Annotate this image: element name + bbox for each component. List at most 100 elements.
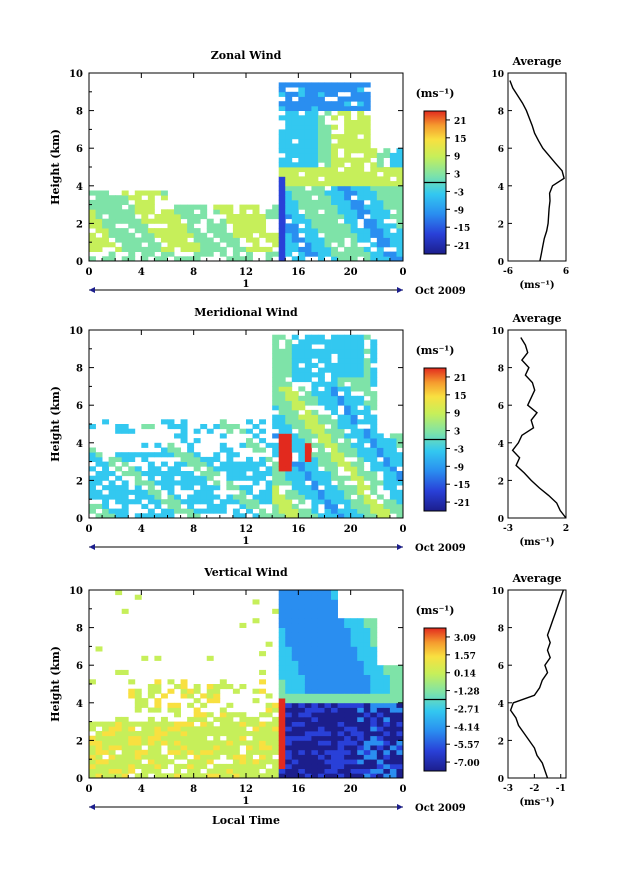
vertical-heatmap-cell — [167, 679, 175, 685]
vertical-heatmap-cell — [304, 608, 312, 614]
meridional-heatmap-cell — [370, 456, 378, 462]
vertical-heatmap-cell — [102, 721, 110, 727]
zonal-heatmap-cell — [357, 96, 365, 102]
vertical-heatmap-cell — [317, 688, 325, 694]
zonal-heatmap-cell — [337, 256, 345, 262]
vertical-heatmap-cell — [344, 618, 352, 624]
meridional-heatmap-cell — [291, 419, 299, 425]
zonal-heatmap-cell — [95, 195, 103, 201]
meridional-heatmap-cell — [363, 414, 371, 420]
meridional-heatmap-cell — [363, 513, 371, 519]
zonal-heatmap-cell — [304, 195, 312, 201]
vertical-heatmap-cell — [344, 768, 352, 774]
vertical-heatmap-cell — [285, 618, 293, 624]
vertical-heatmap-cell — [285, 698, 293, 704]
meridional-heatmap-cell — [337, 381, 345, 387]
vertical-heatmap-cell — [304, 627, 312, 633]
meridional-heatmap-cell — [285, 489, 293, 495]
meridional-heatmap-cell — [396, 508, 404, 514]
meridional-heatmap-cell — [167, 452, 175, 458]
zonal-heatmap-cell — [324, 218, 332, 224]
meridional-heatmap-cell — [344, 405, 352, 411]
zonal-heatmap-cell — [278, 87, 286, 93]
vertical-heatmap-cell — [187, 759, 195, 765]
vertical-average-frame — [507, 589, 567, 779]
zonal-heatmap-cell — [285, 101, 293, 107]
vertical-heatmap-cell — [285, 608, 293, 614]
zonal-heatmap-cell — [108, 195, 116, 201]
meridional-heatmap-cell — [344, 442, 352, 448]
meridional-heatmap-cell — [246, 442, 253, 448]
zonal-heatmap-cell — [317, 124, 325, 130]
meridional-heatmap-cell — [272, 471, 280, 477]
vertical-heatmap-cell — [193, 731, 201, 737]
meridional-heatmap-cell — [291, 362, 299, 368]
meridional-heatmap-cell — [278, 438, 286, 444]
zonal-heatmap-cell — [311, 190, 319, 196]
zonal-heatmap-cell — [337, 204, 345, 210]
meridional-heatmap-cell — [317, 395, 325, 401]
zonal-heatmap-cell — [121, 190, 129, 196]
zonal-heatmap-cell — [304, 176, 312, 182]
meridional-heatmap-cell — [226, 461, 234, 467]
vertical-heatmap-cell — [219, 721, 227, 727]
meridional-heatmap-cell — [324, 466, 332, 472]
zonal-heatmap-cell — [141, 218, 149, 224]
vertical-heatmap-cell — [89, 768, 96, 774]
zonal-heatmap-cell — [331, 157, 338, 163]
meridional-heatmap-cell — [226, 466, 234, 472]
vertical-heatmap-cell — [370, 716, 378, 722]
meridional-heatmap-cell — [272, 381, 280, 387]
zonal-heatmap-cell — [389, 232, 397, 238]
vertical-heatmap-cell — [298, 618, 306, 624]
vertical-heatmap-cell — [147, 745, 155, 751]
vertical-heatmap-cell — [317, 731, 325, 737]
meridional-heatmap-cell — [232, 485, 240, 491]
vertical-heatmap-cell — [160, 773, 168, 779]
zonal-heatmap-cell — [239, 218, 247, 224]
vertical-heatmap-cell — [363, 632, 371, 638]
meridional-heatmap-cell — [383, 442, 391, 448]
zonal-heatmap-cell — [272, 214, 280, 220]
vertical-heatmap-cell — [350, 749, 358, 755]
vertical-heatmap-cell — [304, 637, 312, 643]
vertical-heatmap-cell — [291, 684, 299, 690]
vertical-heatmap-cell — [344, 665, 352, 671]
zonal-heatmap-cell — [102, 256, 110, 262]
vertical-heatmap-cell — [291, 669, 299, 675]
meridional-heatmap-cell — [206, 471, 214, 477]
vertical-heatmap-cell — [278, 773, 286, 779]
zonal-heatmap-cell — [317, 82, 325, 88]
vertical-heatmap-cell — [200, 726, 208, 732]
zonal-heatmap-cell — [331, 256, 338, 262]
vertical-heatmap-cell — [389, 735, 397, 741]
zonal-heatmap-cell — [206, 228, 214, 234]
vertical-heatmap-cell — [311, 707, 319, 713]
zonal-heatmap-cell — [331, 181, 338, 187]
vertical-x-tick-label: 4 — [138, 784, 145, 795]
zonal-heatmap-cell — [363, 223, 371, 229]
meridional-heatmap-cell — [357, 400, 365, 406]
vertical-heatmap-cell — [128, 754, 136, 760]
zonal-heatmap-cell — [141, 232, 149, 238]
zonal-heatmap-cell — [115, 209, 123, 215]
zonal-heatmap-cell — [344, 138, 352, 144]
vertical-heatmap-cell — [121, 721, 129, 727]
zonal-heatmap-cell — [187, 228, 195, 234]
zonal-y-tick-label: 4 — [76, 182, 83, 193]
meridional-x-tick-label: 8 — [190, 524, 197, 535]
meridional-heatmap-cell — [147, 475, 155, 481]
zonal-heatmap-cell — [357, 101, 365, 107]
vertical-heatmap-cell — [317, 735, 325, 741]
zonal-heatmap-cell — [357, 105, 365, 111]
zonal-heatmap-cell — [193, 237, 201, 243]
zonal-heatmap-cell — [376, 237, 384, 243]
zonal-ylabel: Height (km) — [49, 129, 62, 205]
vertical-heatmap-cell — [357, 763, 365, 769]
vertical-heatmap-cell — [95, 749, 103, 755]
zonal-heatmap-cell — [154, 232, 162, 238]
meridional-heatmap-cell — [311, 433, 319, 439]
zonal-heatmap-cell — [239, 228, 247, 234]
zonal-heatmap-cell — [337, 237, 345, 243]
meridional-heatmap-cell — [370, 452, 378, 458]
